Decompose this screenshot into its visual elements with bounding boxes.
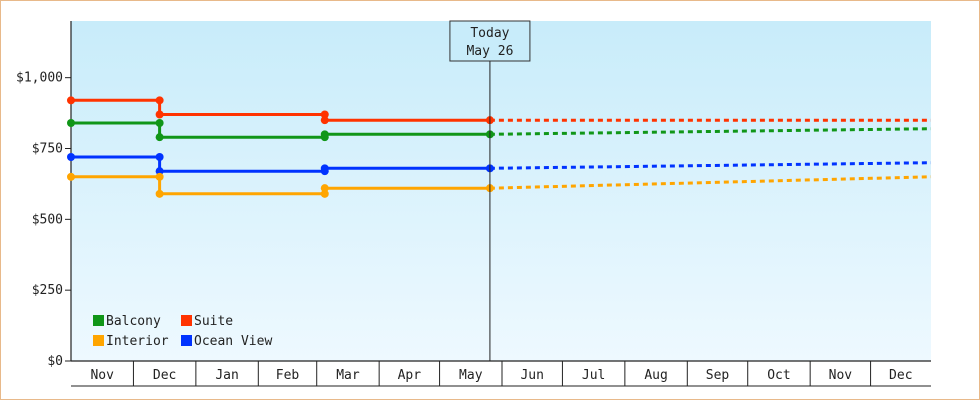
data-point — [67, 172, 75, 181]
series-line — [71, 121, 490, 139]
y-tick-label: $750 — [32, 142, 63, 157]
month-label: Mar — [336, 368, 360, 383]
plot-background — [71, 21, 931, 361]
month-label: Aug — [644, 368, 667, 383]
series-forecast-line — [489, 127, 932, 136]
month-label: Jul — [582, 368, 605, 383]
month-label: Dec — [153, 368, 176, 383]
data-point — [155, 153, 164, 161]
data-point — [67, 119, 75, 127]
series-forecast-line — [489, 161, 932, 170]
y-tick-label: $0 — [47, 354, 63, 369]
series-line — [71, 98, 490, 122]
data-point — [155, 119, 164, 127]
data-point — [320, 164, 329, 173]
data-point — [155, 96, 164, 105]
legend-swatch — [93, 335, 104, 346]
data-point — [320, 184, 329, 193]
month-label: Feb — [276, 368, 300, 383]
y-tick-label: $250 — [32, 283, 63, 298]
data-point — [155, 172, 164, 181]
x-axis: Nov Dec Jan Feb Mar Apr May Jun Jul Aug Sep Oct Nov D… — [71, 360, 931, 387]
month-label: Jan — [215, 368, 238, 383]
today-label: Today — [470, 26, 509, 41]
data-point — [67, 153, 75, 161]
legend-swatch — [181, 335, 192, 346]
data-point — [320, 116, 329, 125]
legend-label: Balcony — [106, 314, 161, 329]
legend: Balcony Suite Interior Ocean View — [93, 314, 272, 349]
legend-label: Suite — [194, 314, 233, 329]
data-point — [67, 96, 75, 105]
data-point — [155, 189, 164, 198]
y-tick-label: $500 — [32, 212, 63, 227]
month-label: Jun — [520, 368, 543, 383]
legend-label: Ocean View — [194, 334, 272, 349]
series-line — [71, 155, 490, 173]
month-label: Nov — [90, 368, 114, 383]
month-label: Nov — [829, 368, 853, 383]
series-group — [67, 96, 932, 198]
series-line — [71, 175, 490, 196]
month-label: Sep — [706, 368, 730, 383]
y-axis: $0 $250 $500 $750 $1,000 — [16, 21, 72, 369]
data-point — [155, 110, 164, 119]
legend-swatch — [93, 315, 104, 326]
month-label: Apr — [398, 368, 422, 383]
data-point — [320, 189, 329, 198]
legend-swatch — [181, 315, 192, 326]
data-point — [155, 133, 164, 142]
today-box — [449, 20, 531, 62]
today-marker: Today May 26 — [449, 20, 531, 361]
series-forecast-line — [489, 175, 932, 190]
y-tick-label: $1,000 — [16, 71, 63, 86]
legend-label: Interior — [106, 334, 169, 349]
month-label: Dec — [889, 368, 912, 383]
today-date-label: May 26 — [466, 44, 513, 59]
month-label: May — [459, 368, 483, 383]
data-point — [320, 130, 329, 139]
data-point — [155, 167, 164, 176]
data-point — [320, 110, 329, 119]
month-label: Oct — [767, 368, 790, 383]
